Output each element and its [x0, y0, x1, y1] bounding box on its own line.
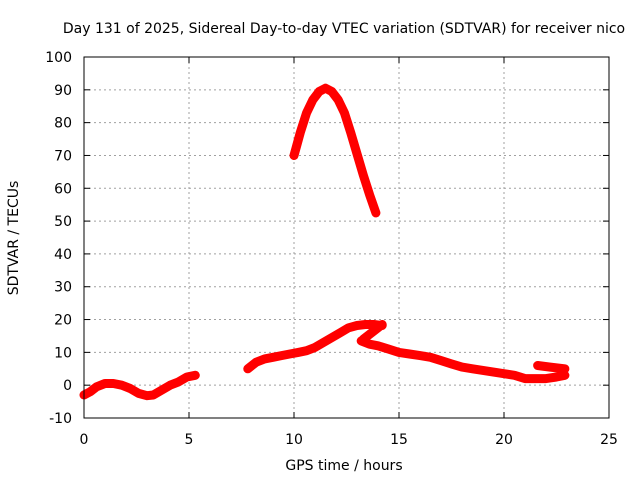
x-axis-label: GPS time / hours	[285, 458, 402, 474]
data-series	[79, 83, 570, 401]
x-tick-label: 20	[495, 432, 513, 448]
series-night-early	[79, 370, 200, 401]
series-line	[356, 336, 570, 384]
y-tick-label: 60	[54, 181, 72, 197]
series-connector	[358, 320, 387, 344]
y-tick-label: 70	[54, 148, 72, 164]
y-axis-label: SDTVAR / TECUs	[6, 181, 22, 296]
x-tick-label: 0	[80, 432, 89, 448]
series-day-late	[356, 336, 570, 384]
x-tick-label: 10	[285, 432, 303, 448]
plot-frame	[83, 56, 610, 419]
x-tick-label: 15	[390, 432, 408, 448]
series-line	[358, 320, 387, 344]
y-tick-label: 100	[45, 50, 72, 66]
x-tick-label: 25	[600, 432, 618, 448]
series-tail	[533, 361, 570, 374]
series-line	[289, 83, 381, 218]
x-tick-label: 5	[185, 432, 194, 448]
y-tick-label: 20	[54, 313, 72, 329]
axis-ticks: 0 5 10 15 20 25 -10 0 10 20 30 40 50 60 70 80 90 100	[45, 50, 618, 448]
y-tick-label: 40	[54, 247, 72, 263]
y-tick-label: 30	[54, 280, 72, 296]
y-tick-label: -10	[49, 411, 72, 427]
y-tick-label: 80	[54, 116, 72, 132]
y-tick-label: 10	[54, 345, 72, 361]
grid-lines	[84, 57, 609, 418]
series-peak-arc	[289, 83, 381, 218]
y-tick-label: 90	[54, 83, 72, 99]
y-tick-label: 50	[54, 214, 72, 230]
y-tick-label: 0	[63, 378, 72, 394]
chart-title: Day 131 of 2025, Sidereal Day-to-day VTE…	[63, 21, 625, 37]
